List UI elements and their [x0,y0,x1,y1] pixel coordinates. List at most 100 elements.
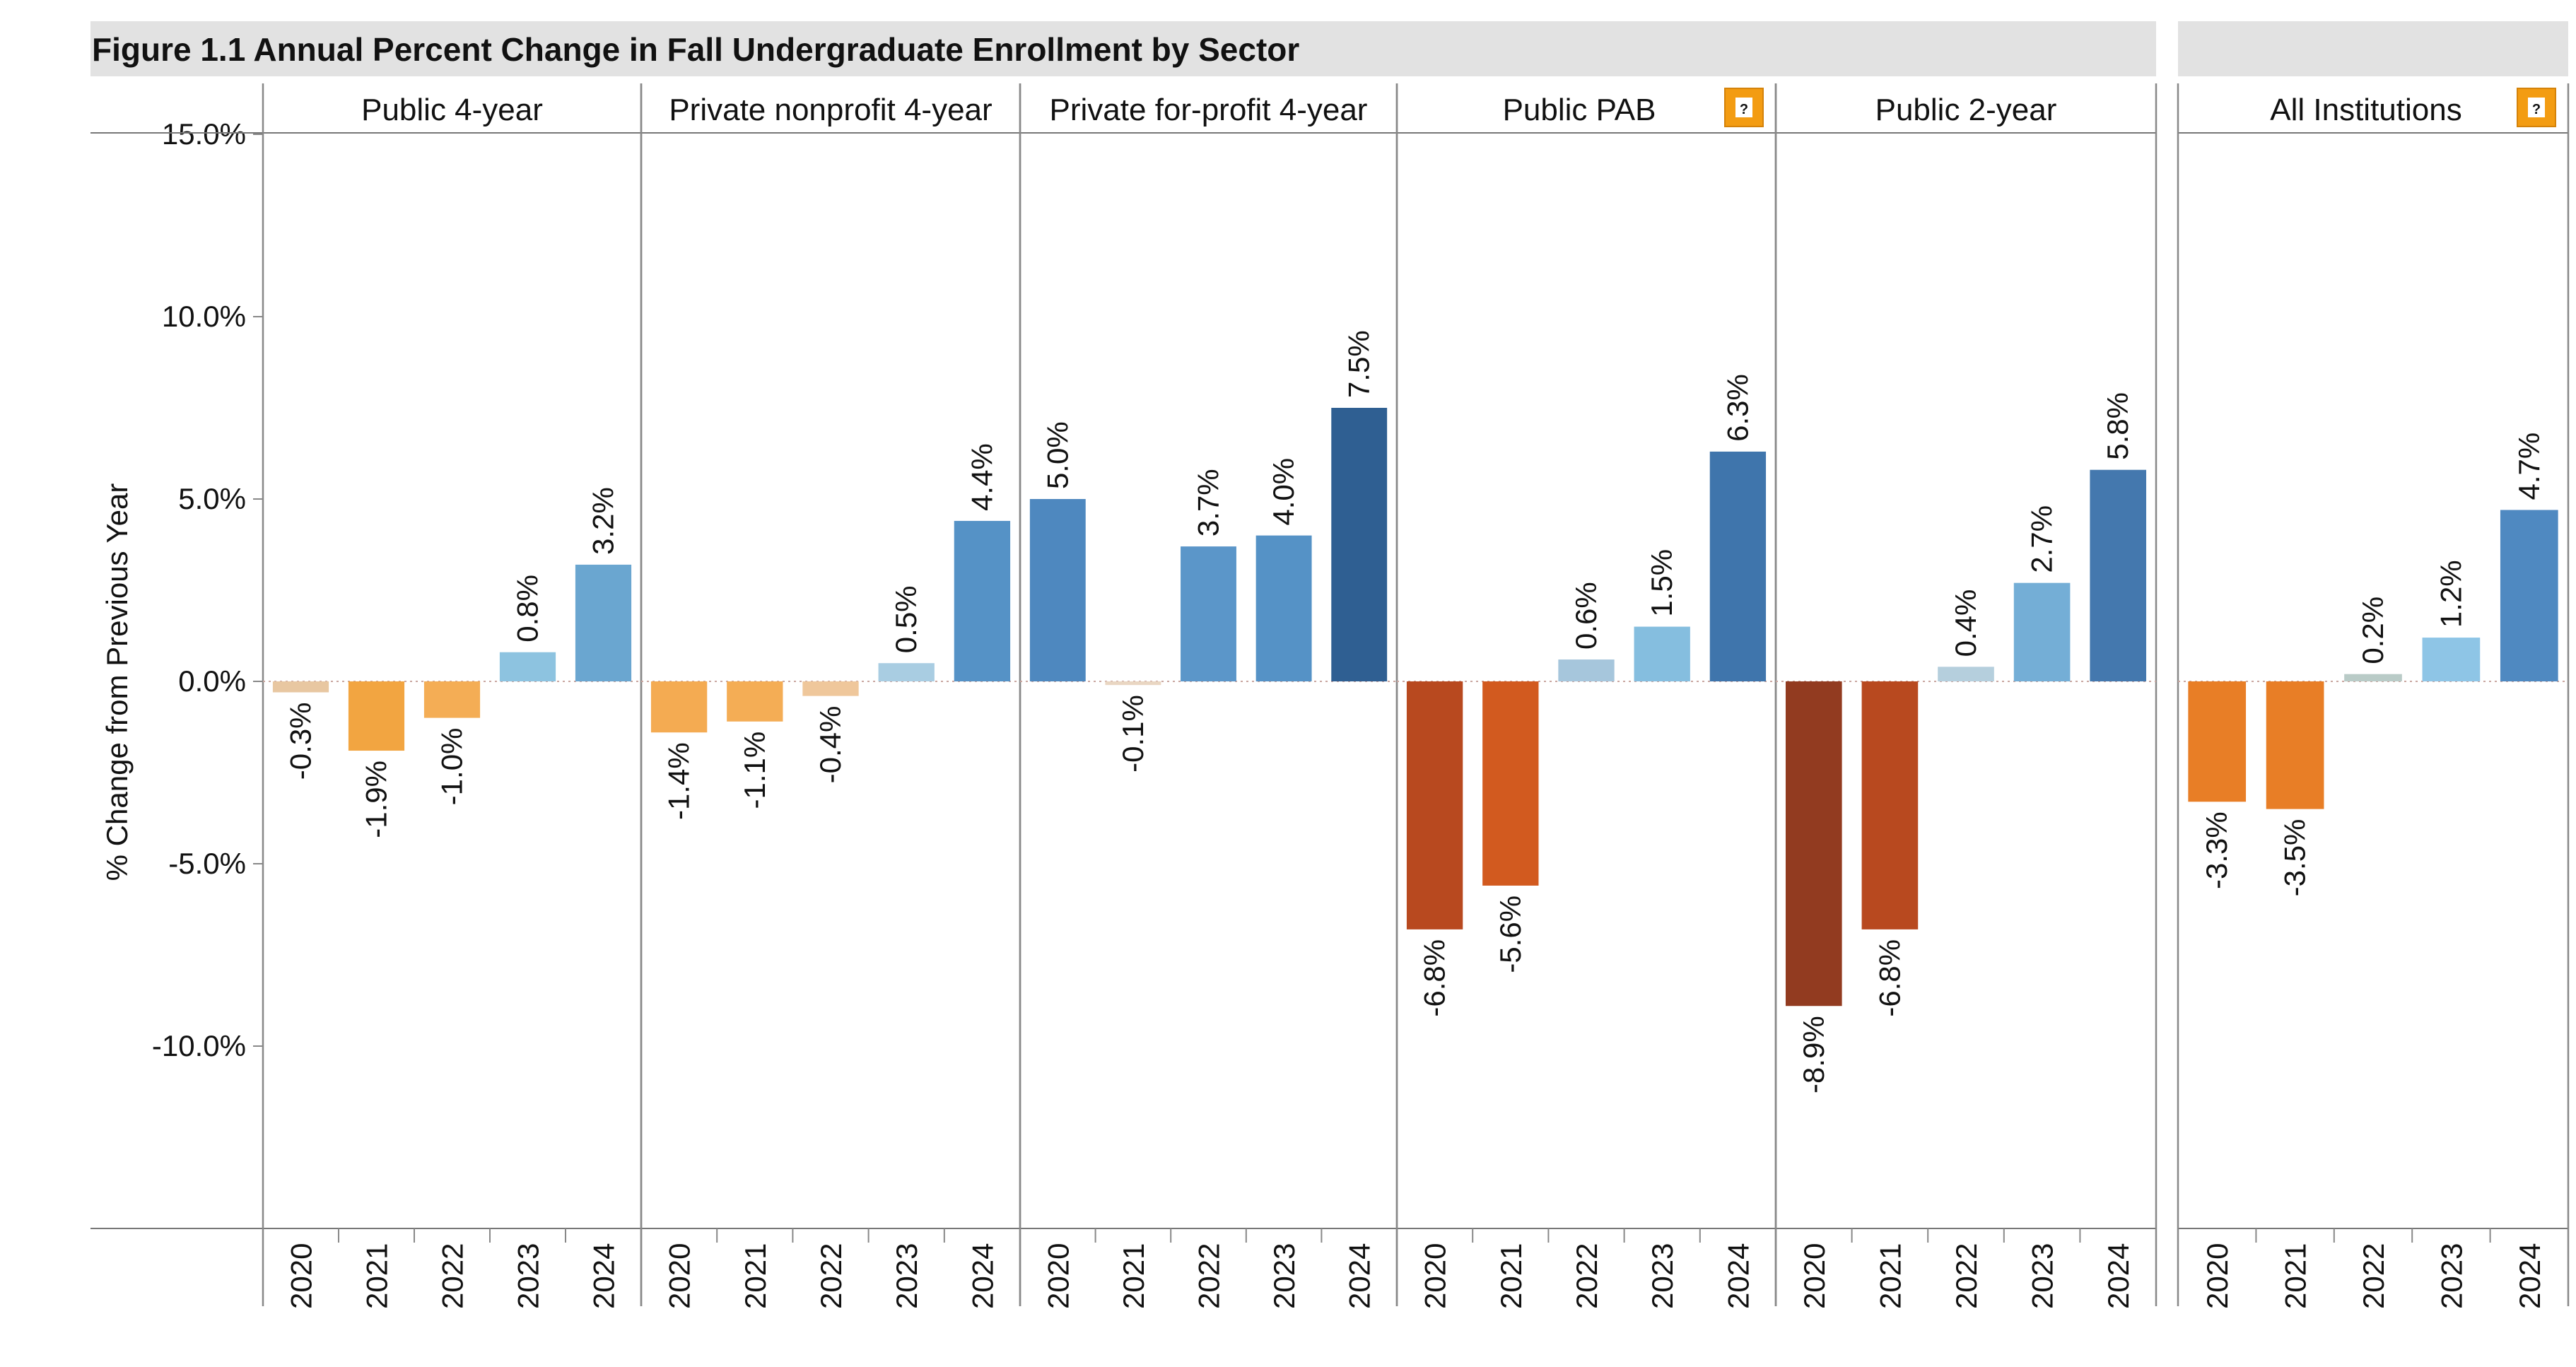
bar [348,681,405,751]
bar [499,652,556,681]
data-label: -0.3% [284,702,317,780]
x-tick-label: 2022 [1950,1243,1983,1309]
bar [2500,510,2558,681]
data-label: -5.6% [1494,896,1527,973]
data-label: 5.0% [1041,421,1074,489]
x-tick-label: 2023 [2026,1243,2059,1309]
data-label: -6.8% [1873,939,1906,1017]
x-tick-label: 2024 [2102,1243,2135,1309]
data-label: -1.9% [360,761,393,838]
bar [1634,626,1690,681]
x-tick-label: 2021 [2279,1243,2312,1309]
title-bar [90,21,2156,76]
data-label: 3.7% [1192,469,1225,536]
bar [954,520,1011,681]
panel: Private for-profit 4-year 5.0% 2020 -0.1% 20… [1019,83,1398,1309]
bar [423,681,481,718]
bar [272,681,329,693]
data-label: 0.2% [2356,597,2389,664]
data-label: 5.8% [2101,392,2134,460]
y-axis: % Change from Previous Year 15.0% 10.0% 5.0… [90,117,2568,1229]
data-label: 0.6% [1569,582,1603,650]
panel-title: Private for-profit 4-year [1050,93,1368,127]
x-tick-label: 2023 [2435,1243,2468,1309]
x-tick-label: 2022 [1570,1243,1603,1309]
panel: All Institutions ? -3.3% 2020 -3.5% 2021 0.2% 2… [2177,83,2570,1309]
y-axis-label: % Change from Previous Year [100,483,134,881]
data-label: -1.4% [662,742,696,820]
data-label: 3.2% [587,487,620,555]
data-label: 4.4% [965,443,998,511]
bar [1482,681,1539,886]
data-label: -1.1% [738,732,771,809]
data-label: 0.8% [511,575,544,643]
bar [575,564,632,681]
panel-title: Public 4-year [361,93,543,127]
bar [2422,638,2481,681]
data-label: -3.5% [2278,819,2312,897]
panel-title: All Institutions [2270,93,2461,127]
x-tick-label: 2020 [2201,1243,2234,1309]
panel: Public PAB ? -6.8% 2020 -5.6% 2021 0.6% 2022 1.5… [1395,83,1777,1309]
bar [1558,659,1615,681]
x-tick-label: 2020 [663,1243,696,1309]
x-tick-label: 2020 [1041,1243,1075,1309]
x-tick-label: 2022 [814,1243,848,1309]
svg-text:?: ? [1740,102,1748,117]
x-tick-label: 2022 [436,1243,469,1309]
bar [1938,667,1994,681]
x-tick-label: 2024 [1343,1243,1376,1309]
bar [1181,546,1236,681]
bar [2090,469,2147,681]
y-tick-label: 15.0% [162,117,246,151]
x-tick-label: 2020 [285,1243,318,1309]
bar [1029,499,1086,681]
figure-title: Figure 1.1 Annual Percent Change in Fall… [92,31,1299,68]
data-label: 6.3% [1721,374,1754,442]
data-label: 4.0% [1267,458,1300,526]
x-tick-label: 2023 [1267,1243,1301,1309]
help-icon[interactable]: ? [2517,88,2556,127]
panel-title: Private nonprofit 4-year [669,93,992,127]
y-tick-label: -5.0% [168,847,246,880]
x-tick-label: 2024 [2513,1243,2546,1309]
x-tick-label: 2023 [512,1243,545,1309]
x-tick-label: 2023 [890,1243,923,1309]
x-tick-label: 2024 [1721,1243,1755,1309]
x-tick-label: 2020 [1419,1243,1452,1309]
data-label: 7.5% [1342,330,1376,398]
data-label: -3.3% [2200,811,2233,889]
x-tick-label: 2020 [1798,1243,1831,1309]
help-icon[interactable]: ? [1724,88,1764,127]
panel-title: Public 2-year [1875,93,2057,127]
x-tick-label: 2024 [587,1243,621,1309]
x-tick-label: 2021 [1117,1243,1150,1309]
y-tick-label: 0.0% [178,664,246,698]
x-tick-label: 2023 [1646,1243,1679,1309]
x-tick-label: 2021 [1494,1243,1528,1309]
data-label: -6.8% [1418,939,1451,1017]
bar [727,681,783,722]
data-label: -0.1% [1116,695,1149,773]
x-tick-label: 2024 [966,1243,999,1309]
bar [1255,535,1312,681]
panels: Public 4-year -0.3% 2020 -1.9% 2021 -1.0% 2022… [262,83,2570,1309]
data-label: -1.0% [435,728,469,806]
bar [650,681,708,733]
bar [2266,681,2324,809]
panel-title: Public PAB [1503,93,1656,127]
panel: Public 4-year -0.3% 2020 -1.9% 2021 -1.0% 2022… [262,83,643,1309]
title-bar-right [2178,21,2568,76]
bar [1105,681,1161,686]
y-tick-label: 5.0% [178,482,246,515]
bar [1709,451,1767,681]
bar [2344,674,2402,681]
bar [1331,408,1388,681]
y-tick-label: 10.0% [162,300,246,333]
data-label: 0.5% [889,585,923,653]
y-tick-label: -10.0% [152,1029,246,1062]
bar [2188,681,2247,802]
data-label: -0.4% [814,706,847,784]
data-label: 1.2% [2434,560,2467,628]
